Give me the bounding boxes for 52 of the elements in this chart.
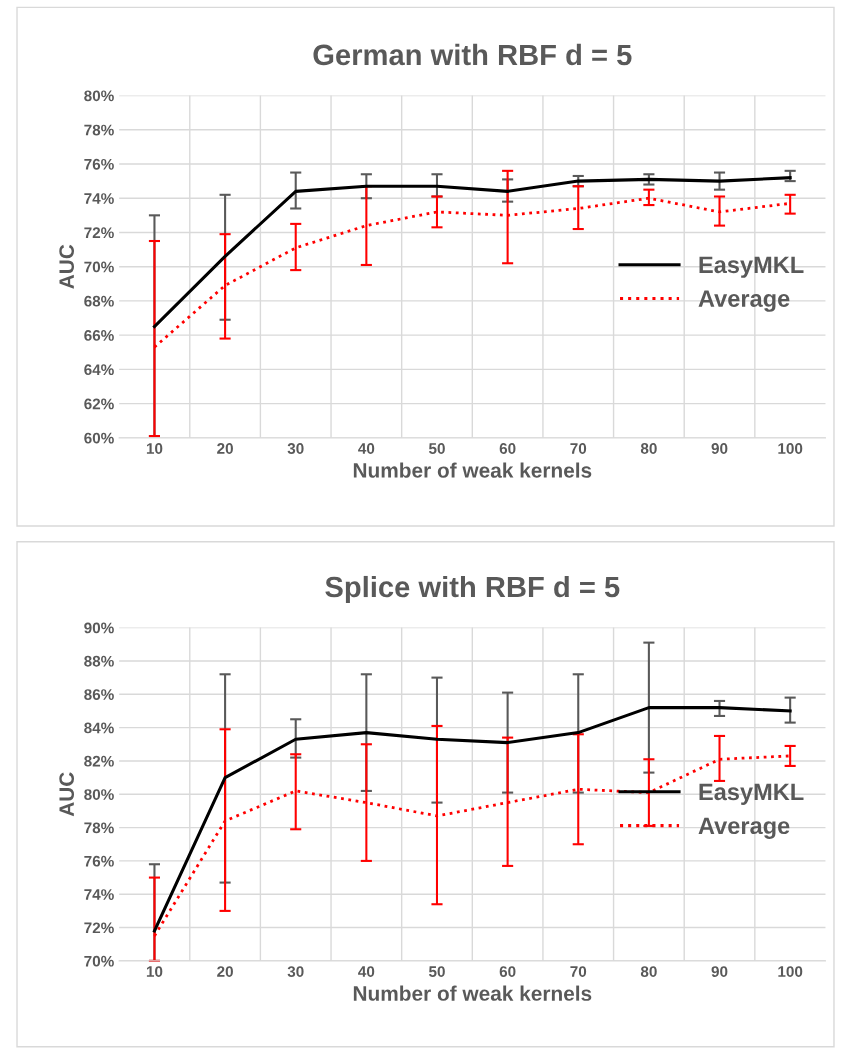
y-tick-label: 76%	[84, 158, 114, 170]
x-tick-label: 50	[428, 966, 445, 977]
y-tick-label: 78%	[84, 822, 114, 834]
x-tick-label: 100	[778, 966, 803, 977]
x-tick-label: 10	[146, 966, 163, 977]
y-tick-label: 70%	[84, 261, 114, 273]
legend-label: EasyMKL	[699, 256, 804, 278]
x-tick-label: 80	[640, 966, 657, 977]
x-tick-label: 70	[570, 966, 587, 977]
y-tick-label: 64%	[84, 364, 114, 376]
x-tick-label: 20	[217, 966, 233, 977]
y-tick-label: 60%	[84, 432, 114, 444]
x-tick-label: 90	[711, 966, 728, 977]
x-axis-title: Number of weak kernels	[353, 985, 592, 1001]
y-tick-label: 82%	[84, 755, 114, 767]
y-tick-label: 80%	[84, 90, 114, 102]
y-tick-label: 90%	[84, 622, 114, 634]
y-tick-label: 74%	[84, 193, 114, 204]
x-tick-label: 30	[287, 966, 304, 977]
legend-label: EasyMKL	[699, 783, 804, 805]
y-tick-label: 72%	[84, 922, 114, 934]
x-tick-label: 40	[358, 443, 375, 454]
x-axis-title: Number of weak kernels	[353, 462, 592, 478]
y-tick-label: 68%	[84, 295, 114, 307]
y-axis-title: AUC	[59, 244, 75, 289]
x-tick-label: 90	[711, 443, 728, 454]
x-tick-label: 40	[358, 966, 375, 977]
y-axis-title: AUC	[59, 772, 75, 817]
x-tick-label: 50	[428, 443, 445, 454]
y-tick-label: 66%	[84, 330, 114, 341]
chart-title: Splice with RBF d = 5	[325, 575, 620, 604]
x-tick-label: 60	[499, 443, 516, 454]
x-tick-label: 20	[217, 443, 233, 454]
y-tick-label: 86%	[84, 689, 114, 700]
legend-label: Average	[698, 817, 790, 839]
y-tick-label: 74%	[84, 889, 114, 900]
y-tick-label: 84%	[84, 722, 114, 734]
x-tick-label: 80	[640, 443, 657, 454]
y-tick-label: 80%	[84, 789, 114, 800]
legend-label: Average	[698, 290, 790, 312]
y-tick-label: 88%	[84, 655, 114, 667]
y-tick-label: 70%	[84, 955, 114, 967]
y-tick-label: 62%	[84, 398, 114, 410]
y-tick-label: 78%	[84, 124, 114, 136]
x-tick-label: 60	[499, 966, 516, 977]
x-tick-label: 30	[287, 443, 304, 454]
y-tick-label: 76%	[84, 855, 114, 867]
x-tick-label: 70	[570, 443, 587, 454]
x-tick-label: 10	[146, 443, 163, 454]
y-tick-label: 72%	[84, 227, 114, 239]
x-tick-label: 100	[778, 443, 803, 454]
chart-title: German with RBF d = 5	[313, 43, 632, 66]
